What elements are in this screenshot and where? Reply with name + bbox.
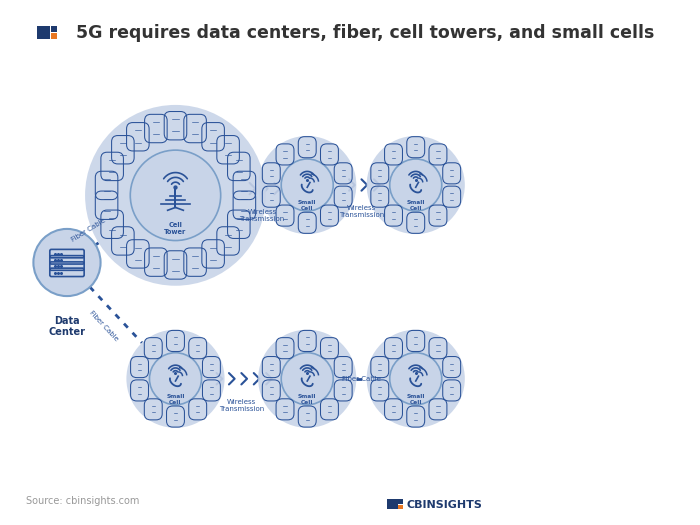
Circle shape bbox=[390, 353, 442, 405]
Circle shape bbox=[281, 353, 333, 405]
Circle shape bbox=[281, 159, 333, 211]
Bar bbox=[387, 499, 398, 509]
Text: Fiber Cable: Fiber Cable bbox=[342, 376, 381, 382]
Text: Small
Cell: Small Cell bbox=[407, 200, 425, 211]
Bar bbox=[37, 26, 50, 39]
Text: Small
Cell: Small Cell bbox=[298, 394, 316, 405]
Circle shape bbox=[150, 353, 202, 405]
Text: Small
Cell: Small Cell bbox=[166, 394, 185, 405]
Text: Wireless
Transmission: Wireless Transmission bbox=[218, 399, 264, 412]
Circle shape bbox=[367, 136, 465, 234]
Circle shape bbox=[367, 330, 465, 428]
Text: Wireless
Transmission: Wireless Transmission bbox=[239, 209, 285, 222]
Text: Small
Cell: Small Cell bbox=[298, 200, 316, 211]
Text: Fiber Cable: Fiber Cable bbox=[70, 217, 106, 243]
Bar bbox=[50, 33, 57, 39]
Text: 5G requires data centers, fiber, cell towers, and small cells: 5G requires data centers, fiber, cell to… bbox=[76, 24, 654, 41]
Circle shape bbox=[130, 150, 220, 240]
Text: Cell
Tower: Cell Tower bbox=[164, 222, 187, 235]
Circle shape bbox=[258, 136, 356, 234]
Bar bbox=[398, 499, 402, 504]
Text: Fiber Cable: Fiber Cable bbox=[88, 310, 119, 342]
Text: Small
Cell: Small Cell bbox=[407, 394, 425, 405]
Circle shape bbox=[127, 330, 225, 428]
Circle shape bbox=[390, 159, 442, 211]
Bar bbox=[398, 505, 402, 509]
Text: Wireless
Transmission: Wireless Transmission bbox=[339, 205, 384, 218]
Text: Data
Center: Data Center bbox=[48, 316, 85, 338]
Circle shape bbox=[258, 330, 356, 428]
Text: Source: cbinsights.com: Source: cbinsights.com bbox=[26, 496, 139, 507]
Circle shape bbox=[34, 229, 101, 296]
Circle shape bbox=[85, 105, 266, 286]
Bar bbox=[50, 26, 57, 32]
Text: CBINSIGHTS: CBINSIGHTS bbox=[407, 500, 483, 510]
